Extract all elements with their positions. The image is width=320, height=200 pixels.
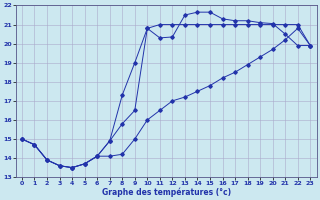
X-axis label: Graphe des températures (°c): Graphe des températures (°c) bbox=[101, 187, 231, 197]
